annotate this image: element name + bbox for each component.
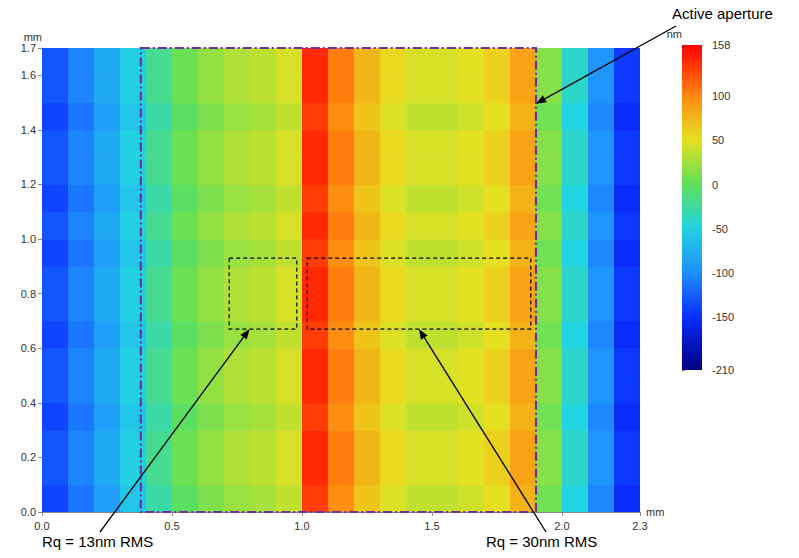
svg-text:-50: -50 bbox=[712, 223, 728, 235]
svg-text:0.2: 0.2 bbox=[21, 451, 36, 463]
svg-text:1.5: 1.5 bbox=[424, 520, 439, 532]
svg-text:Rq = 30nm RMS: Rq = 30nm RMS bbox=[486, 533, 597, 550]
svg-text:0.8: 0.8 bbox=[21, 288, 36, 300]
svg-text:100: 100 bbox=[712, 90, 730, 102]
svg-text:1.0: 1.0 bbox=[21, 233, 36, 245]
svg-text:0.4: 0.4 bbox=[21, 397, 36, 409]
svg-text:Rq = 13nm RMS: Rq = 13nm RMS bbox=[42, 533, 153, 550]
svg-text:0: 0 bbox=[712, 179, 718, 191]
svg-text:nm: nm bbox=[666, 27, 682, 40]
svg-text:2.3: 2.3 bbox=[632, 520, 647, 532]
svg-text:0.0: 0.0 bbox=[34, 520, 49, 532]
svg-text:1.2: 1.2 bbox=[21, 178, 36, 190]
svg-text:0.6: 0.6 bbox=[21, 342, 36, 354]
svg-text:1.7: 1.7 bbox=[21, 42, 36, 54]
svg-text:Active aperture: Active aperture bbox=[672, 5, 773, 22]
svg-text:0.0: 0.0 bbox=[21, 506, 36, 518]
svg-text:mm: mm bbox=[23, 31, 42, 44]
svg-text:50: 50 bbox=[712, 134, 724, 146]
svg-text:-210: -210 bbox=[712, 364, 734, 376]
svg-text:1.4: 1.4 bbox=[21, 124, 36, 136]
svg-text:1.0: 1.0 bbox=[294, 520, 309, 532]
svg-text:158: 158 bbox=[712, 39, 730, 51]
svg-text:1.6: 1.6 bbox=[21, 69, 36, 81]
svg-text:2.0: 2.0 bbox=[554, 520, 569, 532]
svg-text:mm: mm bbox=[646, 506, 664, 518]
svg-text:-150: -150 bbox=[712, 311, 734, 323]
svg-text:-100: -100 bbox=[712, 267, 734, 279]
svg-text:0.5: 0.5 bbox=[164, 520, 179, 532]
